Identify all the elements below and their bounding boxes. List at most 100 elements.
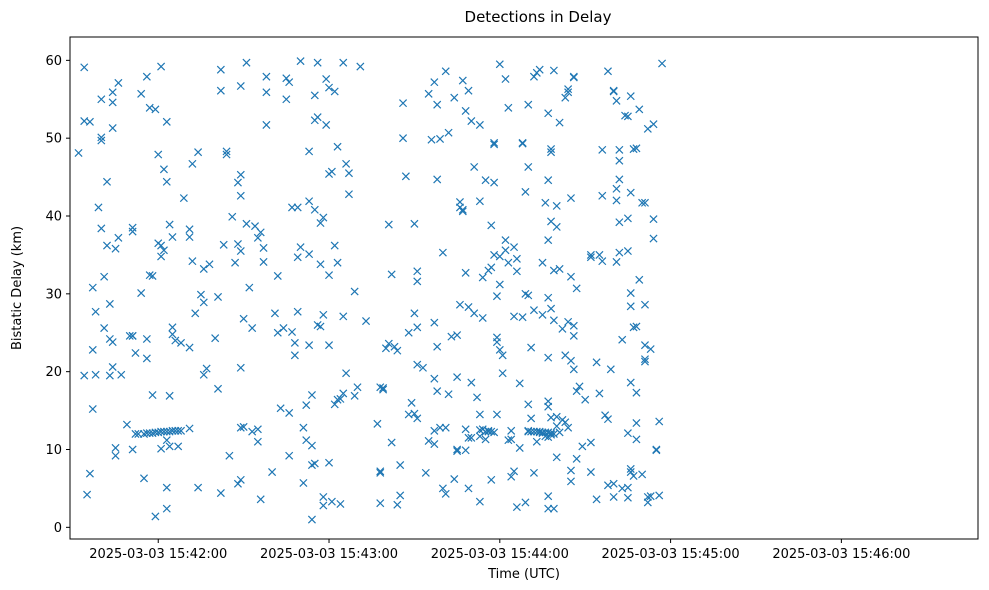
data-point	[458, 207, 467, 216]
data-point	[424, 89, 433, 98]
data-point	[572, 454, 581, 463]
data-point	[162, 483, 171, 492]
data-point	[527, 427, 536, 436]
data-point	[117, 370, 126, 379]
data-point	[595, 389, 604, 398]
data-point	[626, 464, 635, 473]
data-point	[131, 348, 140, 358]
data-point	[552, 222, 561, 231]
data-point	[547, 429, 556, 438]
data-point	[85, 117, 94, 126]
data-point	[413, 323, 422, 332]
data-point	[569, 72, 578, 81]
data-point	[598, 257, 607, 266]
data-point	[441, 67, 450, 76]
data-point	[527, 343, 536, 352]
data-point	[202, 364, 211, 373]
data-point	[649, 120, 658, 129]
data-point	[97, 224, 106, 233]
data-point	[444, 128, 453, 137]
data-point	[549, 316, 558, 325]
data-point	[461, 446, 470, 455]
data-point	[188, 159, 197, 168]
data-point	[421, 468, 430, 477]
data-point	[569, 321, 578, 330]
data-point	[322, 75, 331, 84]
data-point	[646, 345, 655, 354]
data-point	[524, 162, 533, 171]
data-point	[248, 324, 257, 333]
data-point	[191, 309, 200, 318]
data-point	[285, 451, 294, 460]
data-point	[222, 150, 231, 159]
data-point	[515, 379, 524, 388]
data-point	[581, 395, 590, 404]
y-tick-label: 60	[45, 54, 62, 69]
data-point	[313, 113, 322, 122]
data-point	[410, 219, 419, 228]
data-point	[148, 271, 157, 280]
data-point	[424, 436, 433, 445]
data-point	[287, 327, 297, 336]
x-tick-label: 2025-03-03 15:46:00	[772, 547, 910, 562]
data-point	[640, 355, 649, 364]
data-point	[413, 414, 422, 423]
data-point	[253, 425, 262, 434]
data-point	[490, 178, 499, 187]
data-point	[438, 248, 447, 257]
data-point	[649, 215, 658, 224]
data-point	[236, 475, 245, 484]
data-point	[233, 178, 242, 187]
data-point	[549, 504, 558, 513]
data-point	[114, 78, 123, 87]
data-point	[549, 66, 558, 75]
data-point	[108, 338, 117, 347]
data-point	[572, 284, 581, 293]
data-point	[396, 491, 405, 500]
data-point	[296, 243, 305, 252]
data-point	[162, 117, 171, 126]
data-point	[629, 471, 638, 480]
data-point	[157, 62, 166, 71]
data-point	[535, 428, 544, 437]
data-point	[305, 341, 314, 350]
data-point	[233, 479, 242, 488]
data-point	[80, 371, 89, 380]
data-point	[268, 468, 277, 477]
data-point	[245, 283, 254, 292]
data-point	[623, 483, 632, 492]
data-point	[544, 236, 553, 245]
data-point	[236, 247, 245, 256]
data-point	[433, 175, 442, 184]
data-point	[640, 357, 649, 366]
data-point	[399, 134, 408, 143]
data-point	[544, 397, 553, 406]
y-axis-label: Bistatic Delay (km)	[10, 226, 25, 350]
data-point	[199, 264, 208, 273]
data-point	[410, 309, 419, 318]
data-point	[336, 394, 345, 403]
data-point	[544, 293, 553, 302]
data-point	[168, 232, 177, 242]
data-point	[626, 92, 635, 101]
data-point	[490, 250, 499, 259]
data-point	[515, 443, 524, 452]
data-point	[586, 253, 595, 262]
data-point	[569, 331, 578, 340]
data-point	[564, 423, 573, 432]
data-point	[566, 272, 575, 281]
data-point	[253, 233, 262, 242]
data-point	[524, 400, 533, 409]
data-point	[253, 437, 262, 446]
data-point	[322, 120, 331, 129]
data-point	[501, 246, 510, 255]
data-point	[510, 312, 519, 321]
data-point	[111, 244, 120, 253]
data-point	[464, 433, 473, 442]
data-point	[299, 423, 308, 432]
data-point	[344, 190, 353, 199]
data-point	[478, 273, 487, 282]
data-point	[342, 369, 351, 378]
data-point	[88, 283, 97, 292]
